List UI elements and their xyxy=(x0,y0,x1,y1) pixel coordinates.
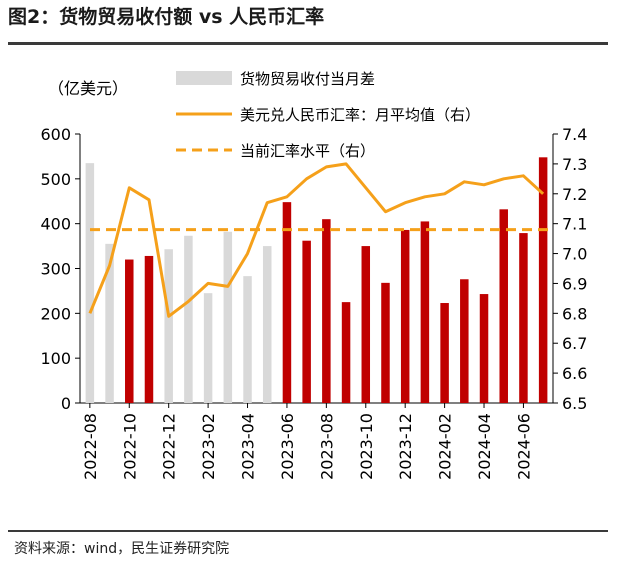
left-axis-tick-label: 600 xyxy=(40,125,71,144)
right-axis-tick-label: 7.2 xyxy=(562,185,587,204)
bar xyxy=(479,294,489,403)
right-axis-tick-label: 7.3 xyxy=(562,155,587,174)
right-axis-tick-label: 6.9 xyxy=(562,274,587,293)
bar xyxy=(460,279,469,403)
chart-title: 图2：货物贸易收付额 vs 人民币汇率 xyxy=(8,6,325,28)
bar xyxy=(440,303,449,403)
bar xyxy=(420,221,430,403)
footer-rule xyxy=(8,530,608,532)
bar xyxy=(499,209,508,403)
bar xyxy=(105,243,114,403)
bar xyxy=(302,240,311,403)
right-axis-tick-label: 6.6 xyxy=(562,364,587,383)
bar xyxy=(184,235,193,403)
bar xyxy=(361,246,371,403)
bar xyxy=(341,302,351,403)
right-axis-tick-label: 7.0 xyxy=(562,245,587,264)
source-note: 资料来源：wind，民生证券研究院 xyxy=(14,541,230,557)
bar xyxy=(125,259,134,403)
left-axis-tick-label: 400 xyxy=(40,215,71,234)
legend-dashed-label: 当前汇率水平（右） xyxy=(240,142,375,160)
bar xyxy=(164,249,173,403)
x-axis-tick-label: 2023-08 xyxy=(317,413,336,480)
x-axis-tick-label: 2022-08 xyxy=(81,413,100,480)
x-axis-tick-label: 2024-06 xyxy=(514,413,533,480)
left-axis-tick-label: 0 xyxy=(61,394,71,413)
right-axis-tick-label: 6.7 xyxy=(562,334,587,353)
x-axis-tick-label: 2024-04 xyxy=(475,413,494,480)
x-axis-tick-label: 2023-04 xyxy=(239,413,258,480)
bar xyxy=(223,231,233,403)
bar xyxy=(519,233,528,403)
x-axis-tick-label: 2022-10 xyxy=(120,413,139,480)
left-axis-tick-label: 200 xyxy=(40,304,71,323)
x-axis-tick-label: 2024-02 xyxy=(436,413,455,480)
bar xyxy=(243,276,252,403)
legend-bar-swatch xyxy=(176,71,232,85)
left-axis-tick-label: 100 xyxy=(40,349,71,368)
x-axis-tick-label: 2023-12 xyxy=(396,413,415,480)
bar xyxy=(400,229,410,403)
left-axis-tick-label: 300 xyxy=(40,260,71,279)
bar xyxy=(144,255,154,403)
x-axis-tick-label: 2023-10 xyxy=(357,413,376,480)
right-axis-tick-label: 6.8 xyxy=(562,304,587,323)
legend-line-label: 美元兑人民币汇率：月平均值（右） xyxy=(240,106,480,124)
bar xyxy=(538,157,548,403)
bar xyxy=(282,202,292,403)
legend: 货物贸易收付当月差 美元兑人民币汇率：月平均值（右） 当前汇率水平（右） xyxy=(176,70,480,160)
right-axis-tick-label: 6.5 xyxy=(562,394,587,413)
left-axis-unit-label: （亿美元） xyxy=(48,79,128,98)
x-axis-tick-label: 2023-02 xyxy=(199,413,218,480)
legend-bar-label: 货物贸易收付当月差 xyxy=(240,70,375,88)
x-axis-tick-label: 2022-12 xyxy=(160,413,179,480)
exchange-rate-line xyxy=(88,162,545,318)
bar xyxy=(322,219,331,403)
chart: （亿美元） 货物贸易收付当月差 美元兑人民币汇率：月平均值（右） 当前汇率水平（… xyxy=(40,70,587,480)
bar xyxy=(85,163,95,403)
x-axis-tick-label: 2023-06 xyxy=(278,413,297,480)
right-axis-tick-label: 7.4 xyxy=(562,125,587,144)
left-axis-tick-label: 500 xyxy=(40,170,71,189)
title-rule xyxy=(8,42,608,45)
bar xyxy=(203,293,213,403)
bar xyxy=(381,282,390,403)
right-axis-tick-label: 7.1 xyxy=(562,215,587,234)
bar xyxy=(262,246,272,403)
